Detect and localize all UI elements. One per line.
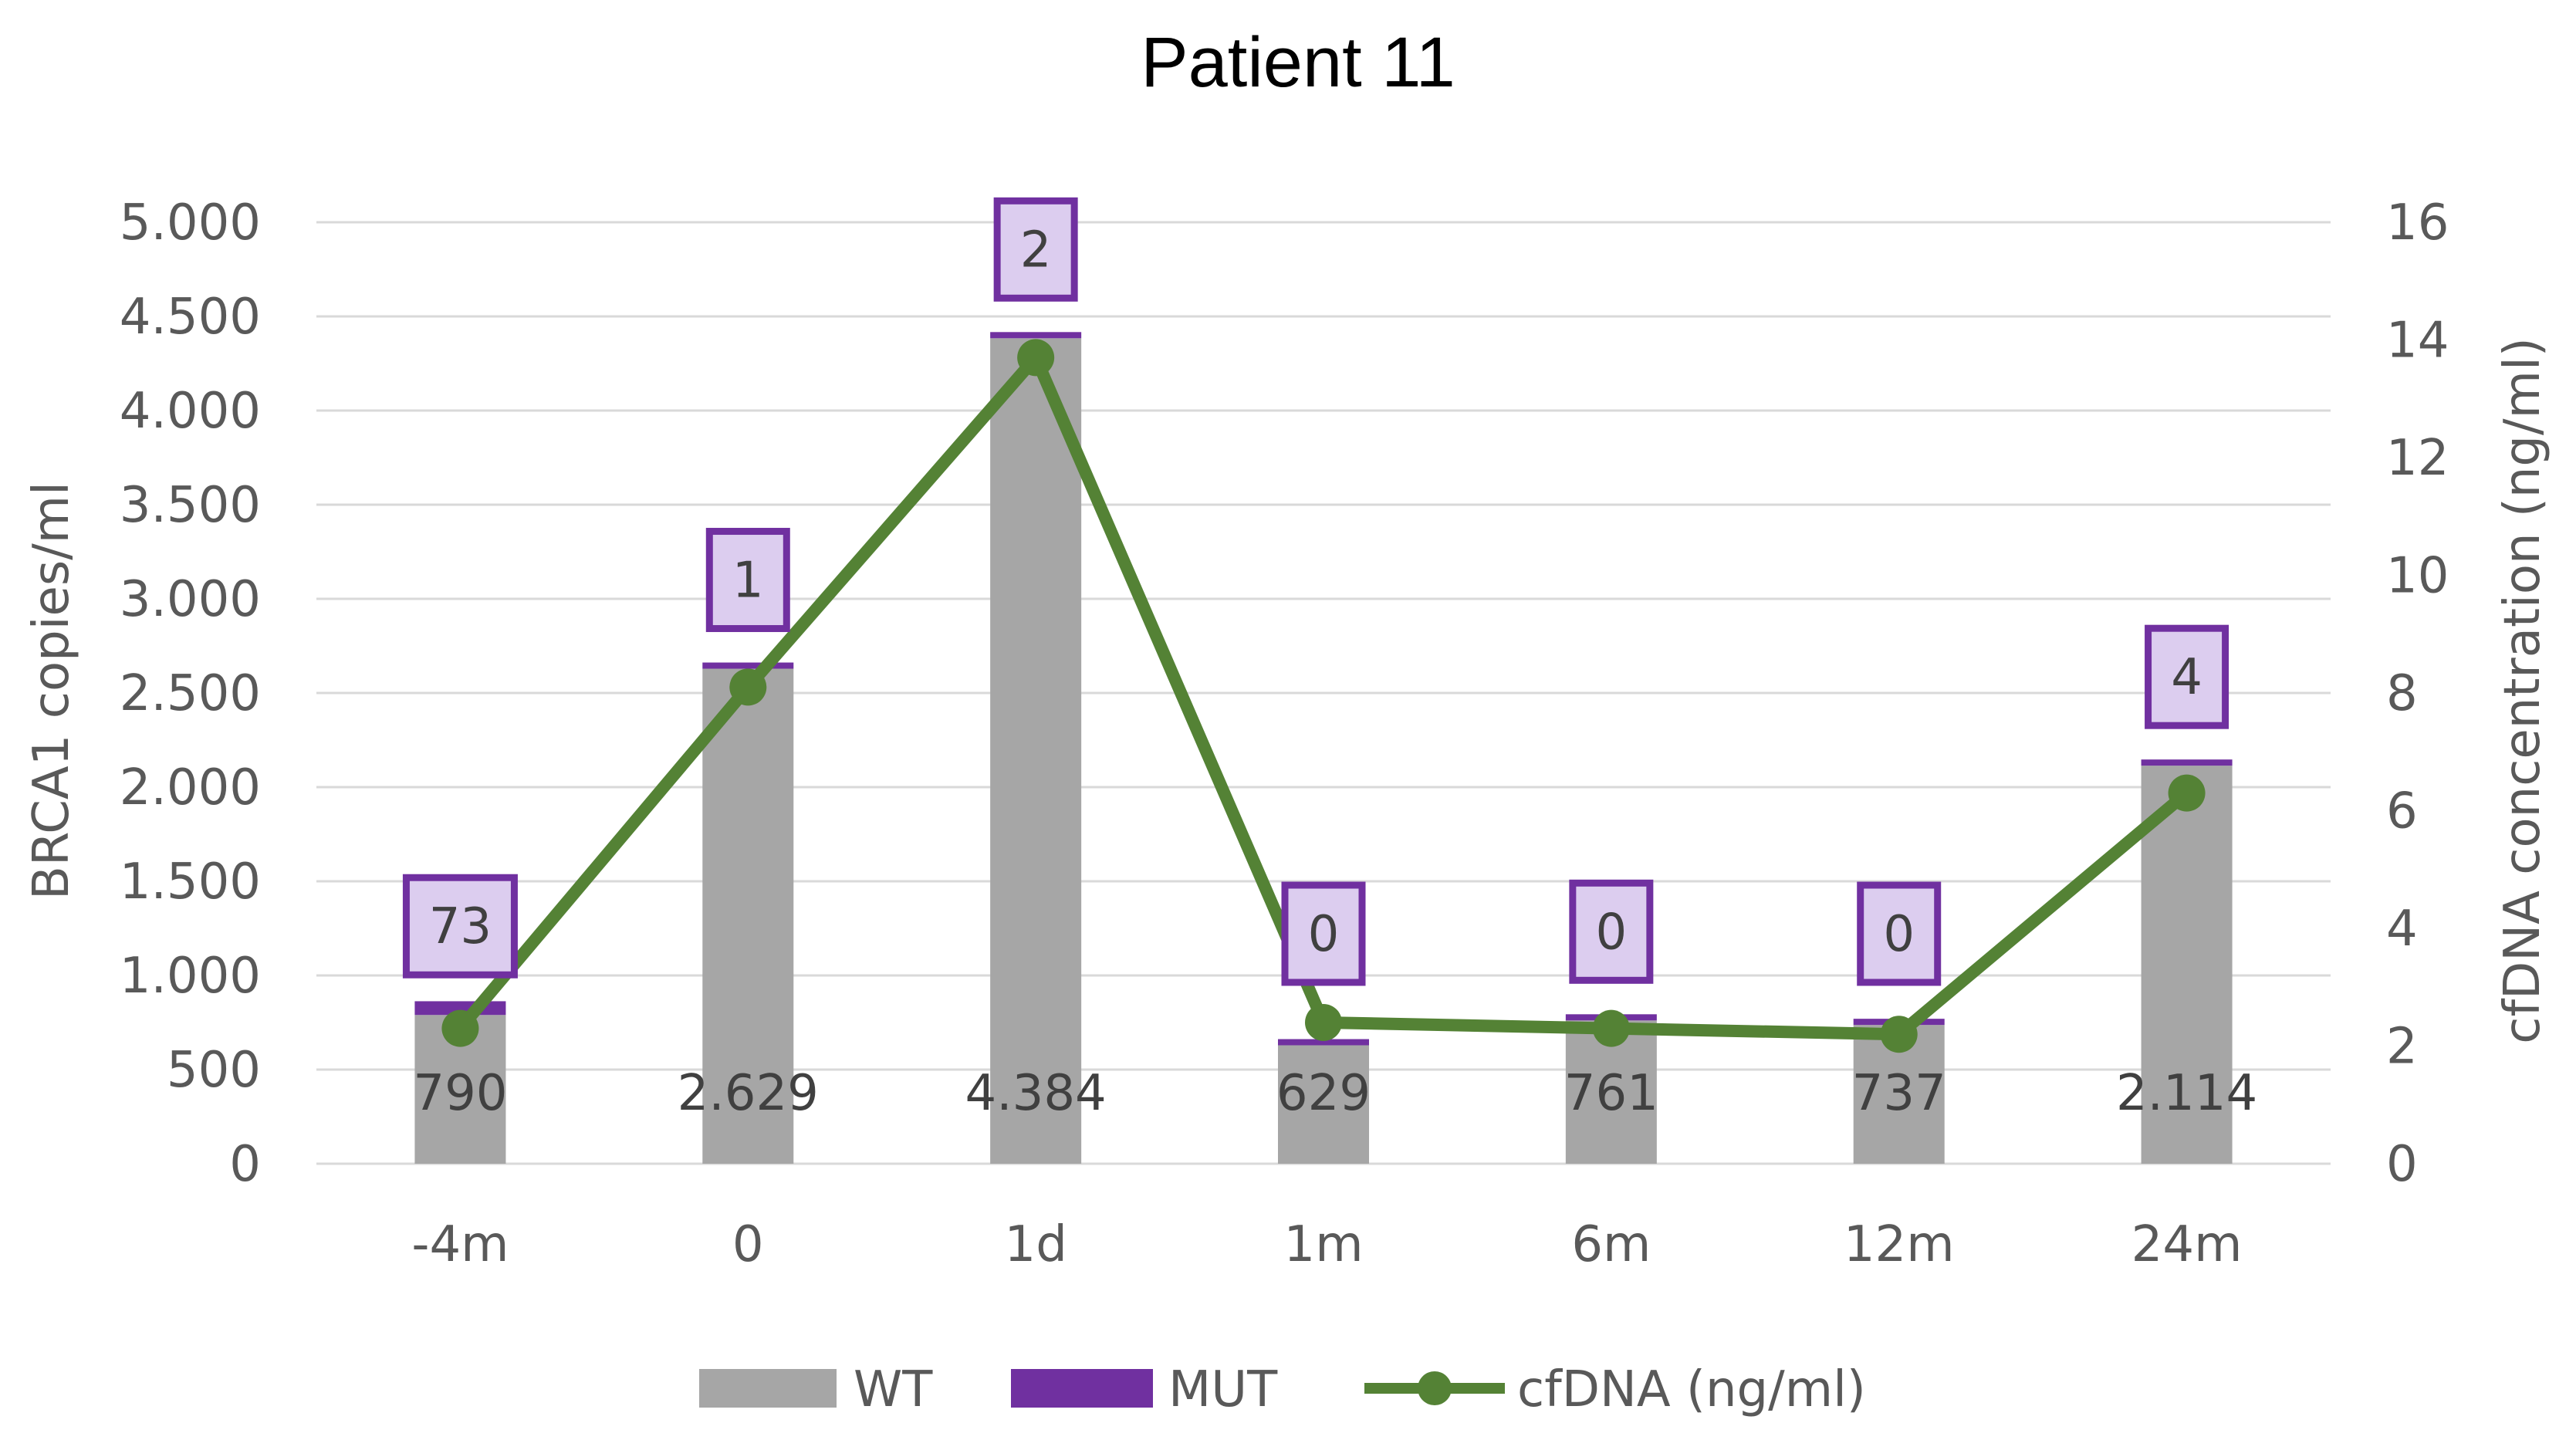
cfdna-point	[1592, 1009, 1630, 1047]
chart-title: Patient 11	[1141, 23, 1455, 102]
gridlines	[316, 221, 2331, 1165]
mut-data-label: 1	[732, 553, 764, 610]
x-tick-label: 1m	[1283, 1216, 1363, 1273]
y-tick-label: 0	[229, 1136, 261, 1193]
legend-mut-swatch	[1011, 1369, 1153, 1408]
mut-data-label-group: 1	[705, 528, 790, 633]
wt-data-label: 790	[413, 1065, 507, 1122]
mut-label-box	[1857, 881, 1942, 986]
y2-tick-label: 2	[2386, 1019, 2418, 1076]
mut-bar	[702, 662, 794, 669]
legend-cfdna-label: cfDNA (ng/ml)	[1517, 1361, 1866, 1418]
cfdna-line-series	[441, 339, 2206, 1053]
y2-tick-label: 4	[2386, 901, 2418, 958]
wt-data-label: 2.629	[678, 1065, 819, 1122]
y-tick-label: 2.000	[120, 759, 261, 816]
wt-data-label: 761	[1564, 1065, 1658, 1122]
wt-data-label: 629	[1276, 1065, 1371, 1122]
legend-wt-swatch	[699, 1369, 837, 1408]
mut-data-label-group: 0	[1281, 881, 1366, 986]
x-tick-label: -4m	[411, 1216, 509, 1273]
mut-data-label-group: 4	[2145, 624, 2229, 729]
mut-label-box	[1569, 879, 1654, 984]
mut-bar	[990, 332, 1082, 339]
mut-data-label-group: 73	[402, 874, 518, 979]
wt-bar	[990, 338, 1082, 1165]
y2-tick-label: 10	[2386, 548, 2449, 605]
cfdna-point	[1880, 1016, 1918, 1053]
mut-data-label-group: 0	[1569, 879, 1654, 984]
legend-cfdna-marker	[1418, 1371, 1452, 1405]
cfdna-point	[1017, 339, 1055, 377]
y-tick-label: 4.000	[120, 383, 261, 440]
mut-data-label: 0	[1883, 906, 1915, 963]
mut-label-box	[402, 874, 518, 979]
x-tick-label: 0	[732, 1216, 764, 1273]
x-tick-label: 12m	[1844, 1216, 1955, 1273]
y-tick-label: 3.500	[120, 477, 261, 534]
y-axis-title: BRCA1 copies/ml	[23, 482, 80, 900]
x-tick-label: 1d	[1004, 1216, 1067, 1273]
axes: 0 500 1.000 1.500 2.000 2.500 3.000 3.500 4.000 4…	[120, 194, 2449, 1273]
wt-bar	[702, 668, 794, 1164]
y-tick-label: 2.500	[120, 665, 261, 722]
wt-data-label: 2.114	[2116, 1065, 2257, 1122]
mut-label-box	[1281, 881, 1366, 986]
mut-label-box	[705, 528, 790, 633]
y2-tick-label: 6	[2386, 783, 2418, 840]
y-tick-label: 1.000	[120, 948, 261, 1005]
mut-label-box	[993, 197, 1078, 302]
data-labels: 790 2.629 4.384 629 761 737 2.114 73 1 2 0 0 0 4	[402, 197, 2257, 1122]
y2-tick-label: 12	[2386, 430, 2449, 487]
y2-axis-title: cfDNA concentration (ng/ml)	[2494, 337, 2551, 1043]
mut-data-label: 73	[429, 898, 492, 955]
mut-bar	[2141, 759, 2233, 766]
y2-tick-label: 0	[2386, 1136, 2418, 1193]
wt-bar	[1278, 1045, 1369, 1164]
cfdna-point	[2168, 774, 2206, 812]
legend-mut-label: MUT	[1168, 1361, 1278, 1418]
y-tick-label: 1.500	[120, 854, 261, 911]
mut-data-label: 2	[1020, 221, 1052, 279]
y2-tick-label: 8	[2386, 665, 2418, 722]
cfdna-point	[1305, 1004, 1342, 1041]
legend: WT MUT cfDNA (ng/ml)	[699, 1361, 1866, 1418]
y-tick-label: 3.000	[120, 571, 261, 628]
wt-data-label: 4.384	[965, 1065, 1107, 1122]
mut-data-label: 0	[1308, 906, 1340, 963]
legend-wt-label: WT	[854, 1361, 933, 1418]
y2-tick-label: 14	[2386, 313, 2449, 370]
mut-data-label: 4	[2171, 649, 2202, 706]
y2-tick-label: 16	[2386, 194, 2449, 252]
cfdna-point	[729, 668, 767, 706]
mut-bar	[1278, 1039, 1369, 1046]
mut-data-label-group: 2	[993, 197, 1078, 302]
cfdna-point	[441, 1009, 479, 1047]
x-tick-label: 24m	[2131, 1216, 2243, 1273]
y-tick-label: 4.500	[120, 289, 261, 346]
y-tick-label: 5.000	[120, 194, 261, 252]
mut-data-label: 0	[1595, 904, 1627, 961]
y-tick-label: 500	[167, 1042, 261, 1099]
wt-data-label: 737	[1852, 1065, 1946, 1122]
wt-bar	[2141, 766, 2233, 1164]
x-tick-label: 6m	[1571, 1216, 1651, 1273]
bar-series	[414, 332, 2233, 1165]
mut-label-box	[2145, 624, 2229, 729]
mut-data-label-group: 0	[1857, 881, 1942, 986]
